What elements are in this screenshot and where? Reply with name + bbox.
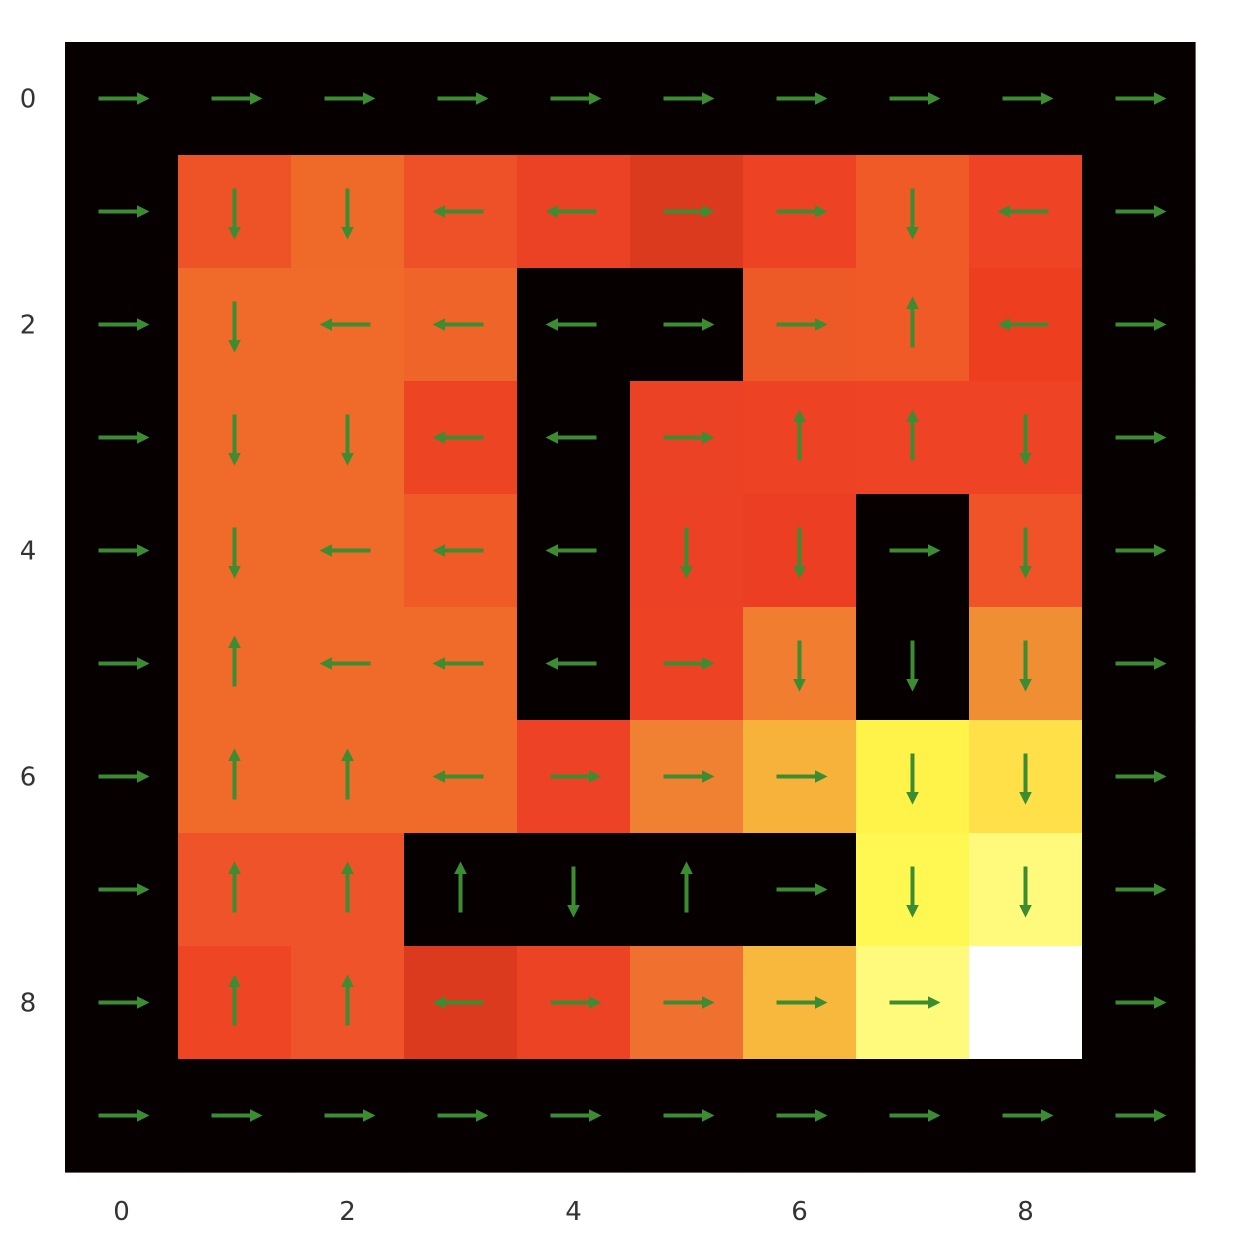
y-axis-ticks: 0 2 4 6 8 [20, 85, 37, 1019]
y-tick-label: 8 [20, 989, 37, 1019]
x-tick-label: 8 [1017, 1197, 1034, 1227]
x-tick-label: 6 [791, 1197, 808, 1227]
y-tick-label: 4 [20, 537, 37, 567]
x-tick-label: 0 [113, 1197, 130, 1227]
heatmap-cell-8-8 [969, 946, 1083, 1060]
y-tick-label: 6 [20, 763, 37, 793]
y-tick-label: 2 [20, 311, 37, 341]
x-axis-ticks: 0 2 4 6 8 [113, 1197, 1034, 1227]
policy-arrows [98, 92, 1167, 1122]
y-tick-label: 0 [20, 85, 37, 115]
x-tick-label: 4 [565, 1197, 582, 1227]
x-tick-label: 2 [339, 1197, 356, 1227]
